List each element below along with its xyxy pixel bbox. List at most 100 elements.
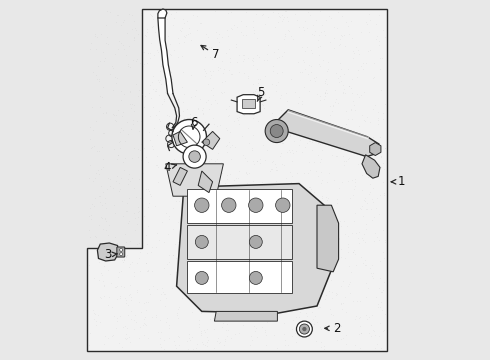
Point (341, 158, 348, 163)
Point (146, 137, 154, 143)
Point (218, 79, 225, 85)
Point (98, 214, 105, 220)
Point (116, 180, 123, 186)
Point (374, 305, 382, 310)
Point (361, 195, 369, 201)
Point (198, 260, 206, 265)
Point (184, 31, 192, 37)
Point (166, 157, 174, 163)
Point (295, 218, 303, 224)
Point (186, 217, 194, 222)
Point (256, 220, 264, 226)
Point (216, 122, 224, 128)
Point (109, 332, 117, 338)
Point (272, 178, 280, 184)
Point (312, 74, 319, 80)
Point (220, 66, 227, 72)
Point (367, 333, 374, 338)
Point (120, 252, 127, 258)
Point (331, 322, 339, 328)
Point (208, 250, 216, 256)
Point (137, 324, 145, 330)
Point (97, 319, 104, 325)
Point (201, 73, 209, 79)
Point (305, 255, 313, 261)
Point (253, 66, 261, 72)
Point (379, 328, 387, 334)
Point (184, 346, 192, 352)
Polygon shape (173, 167, 187, 185)
Point (188, 247, 196, 253)
Point (104, 41, 112, 47)
Point (277, 150, 285, 156)
Point (220, 180, 228, 185)
Point (153, 162, 161, 168)
Point (252, 217, 260, 223)
Point (333, 153, 341, 159)
Point (187, 94, 195, 100)
Point (180, 91, 188, 97)
Point (97, 295, 104, 301)
Point (314, 125, 321, 130)
Point (328, 289, 336, 295)
Point (179, 108, 187, 114)
Point (194, 139, 201, 145)
Point (99, 189, 107, 195)
Point (242, 294, 250, 300)
Point (222, 127, 230, 132)
Point (106, 72, 114, 77)
Point (209, 315, 217, 320)
Point (244, 75, 252, 81)
Point (273, 130, 281, 136)
Point (125, 11, 133, 17)
Point (233, 195, 241, 201)
Point (138, 91, 146, 97)
Point (226, 55, 234, 61)
Point (305, 88, 313, 94)
Point (306, 184, 314, 190)
Text: 3: 3 (104, 248, 111, 261)
Point (362, 143, 370, 148)
Point (283, 127, 291, 133)
Point (119, 19, 127, 24)
Point (227, 25, 235, 31)
Point (300, 170, 308, 176)
Point (279, 226, 287, 232)
Point (295, 24, 303, 30)
Point (354, 161, 362, 167)
Point (310, 247, 318, 253)
Point (157, 46, 165, 51)
Point (328, 231, 336, 237)
Point (153, 47, 161, 53)
Point (288, 183, 296, 188)
Point (148, 13, 156, 19)
Point (300, 27, 308, 33)
Point (341, 231, 348, 237)
Point (270, 162, 278, 167)
Point (185, 140, 193, 146)
Point (171, 241, 179, 247)
Point (284, 342, 292, 348)
Point (119, 257, 126, 263)
Point (348, 76, 356, 82)
Point (242, 170, 249, 175)
Point (344, 249, 352, 255)
Circle shape (265, 120, 288, 143)
Point (213, 156, 221, 161)
Point (339, 335, 347, 341)
Point (333, 291, 341, 297)
Point (371, 172, 379, 177)
Point (232, 281, 240, 287)
Point (135, 299, 143, 305)
Point (117, 22, 125, 28)
Point (269, 158, 276, 164)
Point (187, 37, 195, 43)
Point (255, 54, 263, 60)
Point (267, 229, 274, 235)
Point (353, 298, 361, 303)
Point (265, 94, 273, 100)
Point (344, 244, 352, 250)
Point (244, 313, 252, 319)
Point (144, 299, 151, 305)
Point (288, 333, 296, 339)
